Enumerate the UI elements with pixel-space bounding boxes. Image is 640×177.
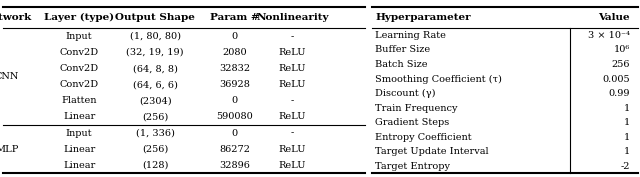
Text: ReLU: ReLU bbox=[279, 48, 306, 57]
Text: 2080: 2080 bbox=[222, 48, 247, 57]
Text: ReLU: ReLU bbox=[279, 145, 306, 154]
Text: (64, 8, 8): (64, 8, 8) bbox=[132, 64, 177, 73]
Text: MLP: MLP bbox=[0, 145, 19, 154]
Text: (256): (256) bbox=[142, 145, 168, 154]
Text: -2: -2 bbox=[621, 162, 630, 171]
Text: Flatten: Flatten bbox=[61, 96, 97, 105]
Text: Buffer Size: Buffer Size bbox=[375, 45, 430, 55]
Text: 3 × 10⁻⁴: 3 × 10⁻⁴ bbox=[588, 31, 630, 40]
Text: 256: 256 bbox=[612, 60, 630, 69]
Text: (2304): (2304) bbox=[139, 96, 172, 105]
Text: Network: Network bbox=[0, 13, 31, 22]
Text: 590080: 590080 bbox=[216, 112, 253, 121]
Text: CNN: CNN bbox=[0, 72, 19, 81]
Text: Hyperparameter: Hyperparameter bbox=[375, 13, 471, 22]
Text: Conv2D: Conv2D bbox=[60, 64, 99, 73]
Text: 1: 1 bbox=[624, 133, 630, 142]
Text: ReLU: ReLU bbox=[279, 80, 306, 89]
Text: Value: Value bbox=[598, 13, 630, 22]
Text: (64, 6, 6): (64, 6, 6) bbox=[132, 80, 177, 89]
Text: Entropy Coefficient: Entropy Coefficient bbox=[375, 133, 472, 142]
Text: Target Update Interval: Target Update Interval bbox=[375, 147, 489, 156]
Text: Learning Rate: Learning Rate bbox=[375, 31, 446, 40]
Text: Train Frequency: Train Frequency bbox=[375, 104, 458, 113]
Text: 32832: 32832 bbox=[219, 64, 250, 73]
Text: -: - bbox=[291, 96, 294, 105]
Text: Nonlinearity: Nonlinearity bbox=[256, 13, 329, 22]
Text: 0.99: 0.99 bbox=[609, 89, 630, 98]
Text: (256): (256) bbox=[142, 112, 168, 121]
Text: Input: Input bbox=[66, 129, 92, 138]
Text: 1: 1 bbox=[624, 147, 630, 156]
Text: (1, 80, 80): (1, 80, 80) bbox=[129, 32, 180, 41]
Text: 36928: 36928 bbox=[219, 80, 250, 89]
Text: -: - bbox=[291, 32, 294, 41]
Text: ReLU: ReLU bbox=[279, 161, 306, 170]
Text: (1, 336): (1, 336) bbox=[136, 129, 175, 138]
Text: Input: Input bbox=[66, 32, 92, 41]
Text: ReLU: ReLU bbox=[279, 64, 306, 73]
Text: (32, 19, 19): (32, 19, 19) bbox=[126, 48, 184, 57]
Text: Gradient Steps: Gradient Steps bbox=[375, 118, 449, 127]
Text: 1: 1 bbox=[624, 118, 630, 127]
Text: 86272: 86272 bbox=[219, 145, 250, 154]
Text: Param #: Param # bbox=[210, 13, 259, 22]
Text: 1: 1 bbox=[624, 104, 630, 113]
Text: 32896: 32896 bbox=[219, 161, 250, 170]
Text: Target Entropy: Target Entropy bbox=[375, 162, 450, 171]
Text: 10⁶: 10⁶ bbox=[614, 45, 630, 55]
Text: (128): (128) bbox=[142, 161, 168, 170]
Text: 0: 0 bbox=[232, 32, 237, 41]
Text: 0.005: 0.005 bbox=[602, 75, 630, 84]
Text: 0: 0 bbox=[232, 129, 237, 138]
Text: Smoothing Coefficient (τ): Smoothing Coefficient (τ) bbox=[375, 75, 502, 84]
Text: Conv2D: Conv2D bbox=[60, 80, 99, 89]
Text: Linear: Linear bbox=[63, 161, 95, 170]
Text: Output Shape: Output Shape bbox=[115, 13, 195, 22]
Text: Linear: Linear bbox=[63, 145, 95, 154]
Text: Batch Size: Batch Size bbox=[375, 60, 428, 69]
Text: -: - bbox=[291, 129, 294, 138]
Text: ReLU: ReLU bbox=[279, 112, 306, 121]
Text: Conv2D: Conv2D bbox=[60, 48, 99, 57]
Text: Linear: Linear bbox=[63, 112, 95, 121]
Text: 0: 0 bbox=[232, 96, 237, 105]
Text: Discount (γ): Discount (γ) bbox=[375, 89, 436, 98]
Text: Layer (type): Layer (type) bbox=[44, 13, 114, 22]
